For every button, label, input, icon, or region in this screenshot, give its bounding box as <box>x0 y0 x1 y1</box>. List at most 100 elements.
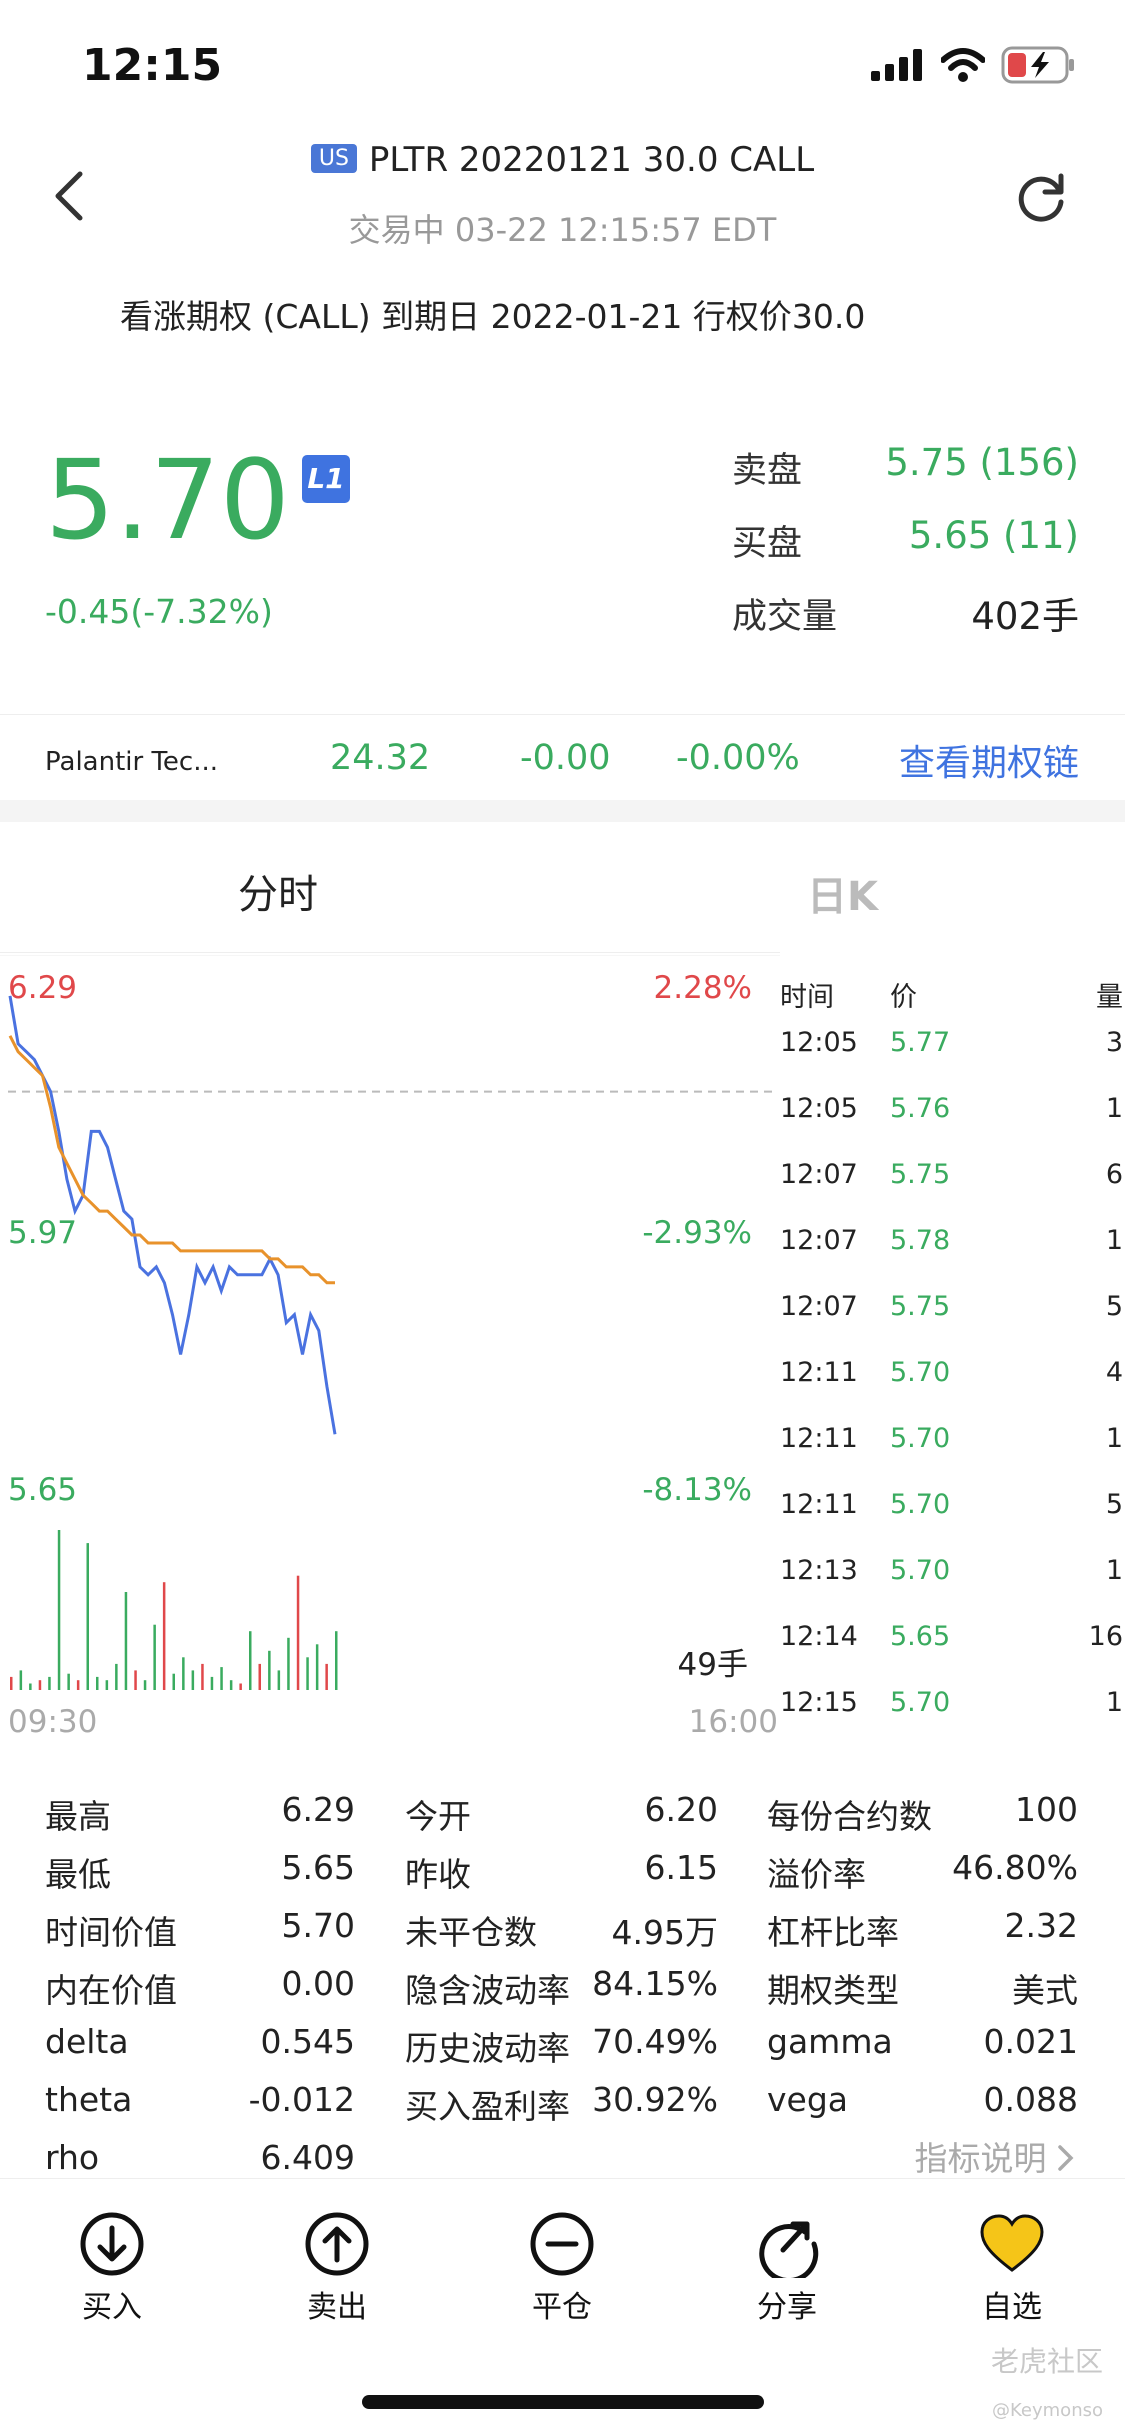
tick-price: 5.75 <box>890 1159 951 1190</box>
stat-value: 0.00 <box>281 1964 355 2003</box>
x-axis-start: 09:30 <box>8 1704 97 1735</box>
volume-bar <box>191 1670 195 1690</box>
option-description: 看涨期权 (CALL) 到期日 2022-01-21 行权价30.0 <box>120 297 866 336</box>
stat-label: 内在价值 <box>45 1971 177 2010</box>
tick-row: 12:13 5.70 1 <box>780 1545 1125 1611</box>
price-label-high: 6.29 <box>8 970 77 1006</box>
status-time: 12:15 <box>82 40 223 91</box>
watchlist-label: 自选 <box>982 2290 1042 2325</box>
buy-label: 买入 <box>82 2290 142 2325</box>
option-title: US PLTR 20220121 30.0 CALL <box>0 140 1125 180</box>
tab-intraday[interactable]: 分时 <box>238 872 318 918</box>
tab-daily-k[interactable]: 日K <box>807 874 878 920</box>
stat-label: rho <box>45 2138 100 2177</box>
stat-label: 未平仓数 <box>405 1913 537 1952</box>
stat-label: 今开 <box>405 1797 471 1836</box>
volume-bar <box>220 1667 223 1690</box>
community-watermark: 老虎社区 <box>990 2345 1103 2378</box>
tick-volume: 5 <box>1105 1291 1123 1322</box>
volume-bar <box>134 1670 137 1690</box>
level-badge[interactable]: L1 <box>302 455 350 503</box>
share-label: 分享 <box>757 2290 817 2325</box>
volume-bar <box>29 1683 32 1690</box>
stat-value: 84.15% <box>592 1964 718 2003</box>
option-symbol: PLTR 20220121 30.0 CALL <box>368 140 815 180</box>
tick-volume: 1 <box>1105 1687 1123 1718</box>
stat-label: 隐含波动率 <box>405 1971 570 2010</box>
stat-label: theta <box>45 2080 133 2119</box>
stat-label: 时间价值 <box>45 1913 177 1952</box>
close-position-label: 平仓 <box>532 2290 592 2325</box>
option-chain-link[interactable]: 查看期权链 <box>898 743 1079 784</box>
sell-icon <box>305 2212 369 2276</box>
stat-label: vega <box>767 2080 849 2119</box>
volume-bar <box>287 1637 290 1690</box>
ask-label: 卖盘 <box>732 451 803 491</box>
divider <box>0 952 780 953</box>
tick-price: 5.70 <box>890 1423 951 1454</box>
volume-max-label: 49手 <box>678 1647 748 1683</box>
price-change: -0.45(-7.32%) <box>45 592 273 631</box>
tick-price: 5.65 <box>890 1621 951 1652</box>
tick-list[interactable]: 时间 价 量 12:05 5.77 3 12:05 5.76 1 12:07 5.75 6 12:… <box>780 965 1125 1743</box>
volume-bar <box>162 1582 166 1690</box>
bid-label: 买盘 <box>732 524 803 564</box>
volume-bar <box>268 1650 271 1690</box>
tick-list-header: 时间 价 量 <box>780 965 1125 1017</box>
stat-value: -0.012 <box>248 2080 355 2119</box>
stat-value: 30.92% <box>592 2080 718 2119</box>
chevron-right-icon <box>1058 2145 1074 2171</box>
tick-header-time: 时间 <box>780 982 834 1013</box>
buy-icon <box>80 2212 144 2276</box>
intraday-chart[interactable]: 6.29 5.97 5.65 2.28% -2.93% -8.13% 49手 0… <box>0 955 780 1735</box>
volume-bar <box>315 1644 319 1690</box>
tick-price: 5.77 <box>890 1027 951 1058</box>
stat-value: 100 <box>1015 1790 1078 1829</box>
tick-volume: 1 <box>1105 1093 1123 1124</box>
indicator-help-link[interactable]: 指标说明 <box>915 2132 1076 2180</box>
pct-label-low: -8.13% <box>642 1472 752 1508</box>
trading-status: 交易中 03-22 12:15:57 EDT <box>348 211 777 249</box>
tick-volume: 6 <box>1105 1159 1123 1190</box>
underlying-change: -0.00 <box>520 738 611 778</box>
battery-icon <box>1001 46 1074 84</box>
indicator-help-label: 指标说明 <box>914 2139 1047 2178</box>
stat-label: 期权类型 <box>767 1971 899 2010</box>
home-indicator <box>362 2395 764 2409</box>
tick-row: 12:07 5.75 5 <box>780 1281 1125 1347</box>
buy-button[interactable]: 买入 <box>52 2210 172 2326</box>
underlying-name[interactable]: Palantir Tec... <box>45 747 218 777</box>
watchlist-button[interactable]: 自选 <box>952 2210 1072 2326</box>
watermark-user: @Keymonso <box>992 2400 1103 2421</box>
tick-price: 5.75 <box>890 1291 951 1322</box>
tick-price: 5.70 <box>890 1687 951 1718</box>
volume-bar <box>10 1676 13 1690</box>
back-arrow-icon[interactable] <box>50 168 90 224</box>
section-separator <box>0 800 1125 822</box>
tick-volume: 16 <box>1088 1621 1123 1652</box>
share-button[interactable]: 分享 <box>727 2210 847 2326</box>
tick-volume: 1 <box>1105 1555 1123 1586</box>
tick-time: 12:11 <box>780 1423 858 1454</box>
tick-row: 12:11 5.70 1 <box>780 1413 1125 1479</box>
stat-value: 4.95万 <box>611 1913 718 1952</box>
refresh-icon[interactable] <box>1013 170 1069 226</box>
divider <box>0 714 1125 715</box>
stat-label: 历史波动率 <box>405 2029 570 2068</box>
volume-bar <box>57 1530 61 1690</box>
tick-volume: 1 <box>1105 1225 1123 1256</box>
close-position-button[interactable]: 平仓 <box>502 2210 622 2326</box>
stat-label: 每份合约数 <box>767 1797 932 1836</box>
underlying-price: 24.32 <box>330 738 431 778</box>
volume-bar <box>306 1657 309 1690</box>
tick-time: 12:11 <box>780 1357 858 1388</box>
stat-label: 最低 <box>45 1855 111 1894</box>
tick-time: 12:11 <box>780 1489 858 1520</box>
stat-value: 6.409 <box>260 2138 355 2177</box>
stat-label: 买入盈利率 <box>405 2087 570 2126</box>
sell-button[interactable]: 卖出 <box>277 2210 397 2326</box>
tick-volume: 5 <box>1105 1489 1123 1520</box>
volume-bar <box>325 1663 328 1690</box>
volume-bar <box>143 1680 147 1690</box>
volume-bar <box>67 1673 70 1690</box>
